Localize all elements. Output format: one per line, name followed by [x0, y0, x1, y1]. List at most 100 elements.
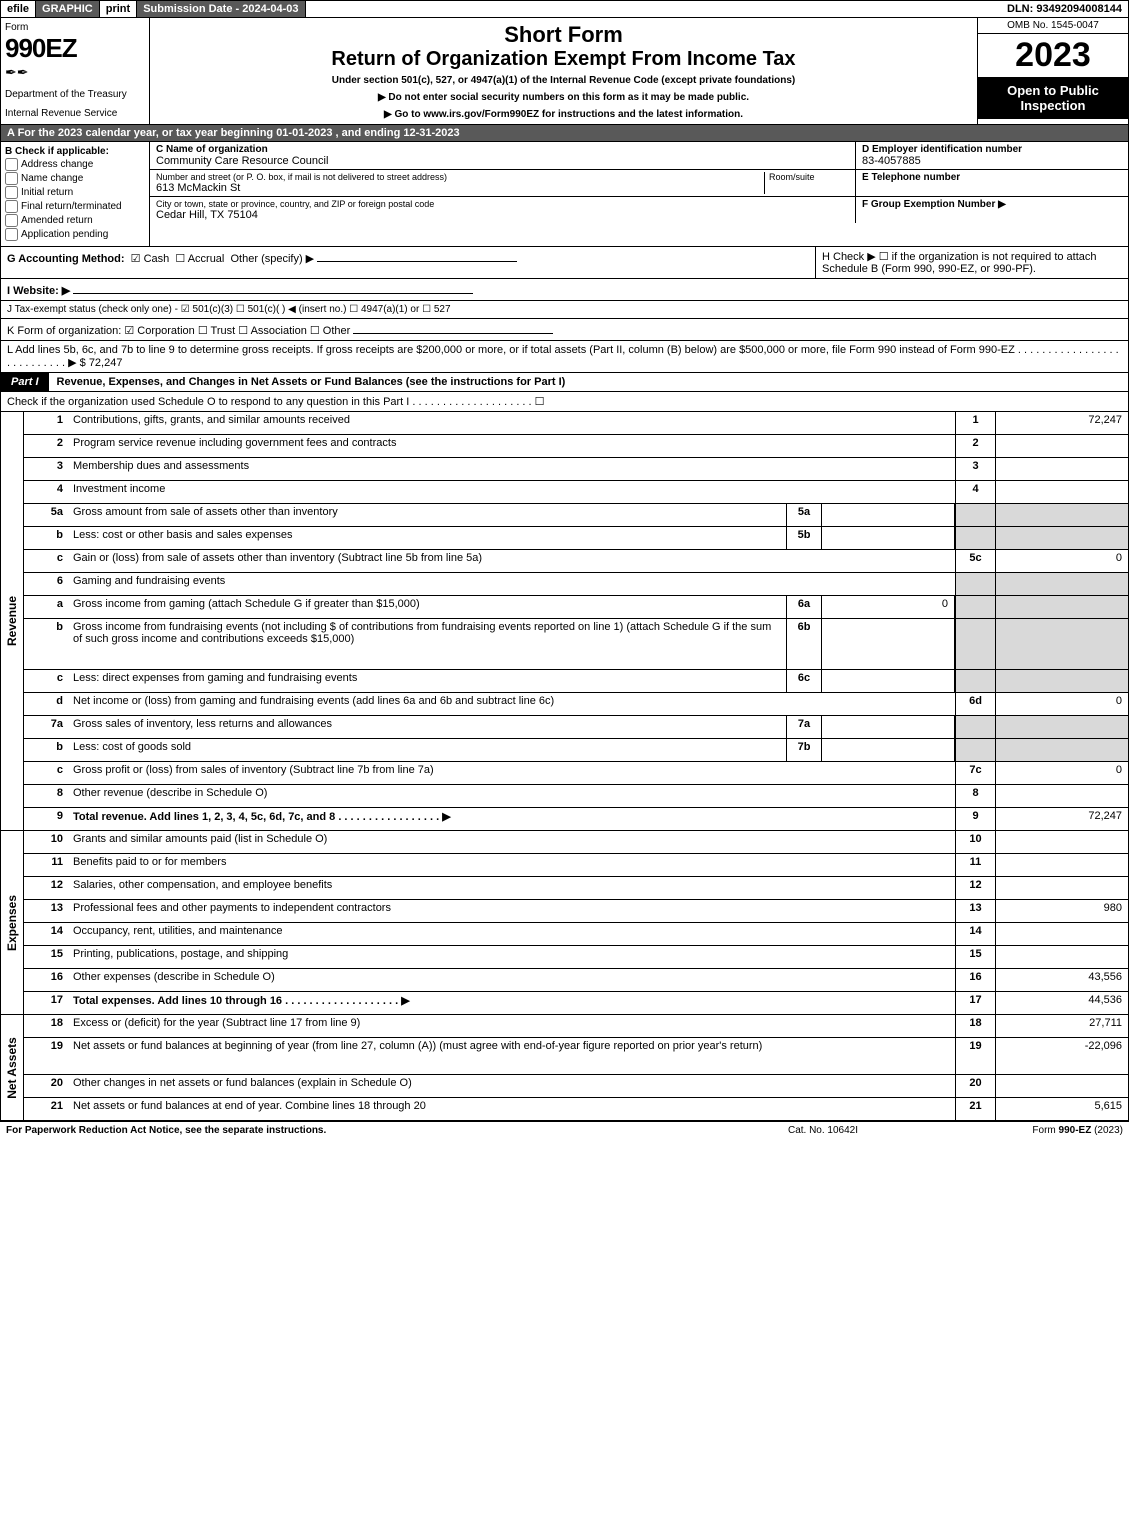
chk-address-change[interactable]: Address change	[5, 158, 145, 171]
form-header: Form 990EZ ✒✒ Department of the Treasury…	[0, 18, 1129, 125]
line-7a: 7a Gross sales of inventory, less return…	[24, 716, 1128, 739]
line-4: 4 Investment income 4	[24, 481, 1128, 504]
expenses-section: Expenses 10 Grants and similar amounts p…	[0, 831, 1129, 1015]
room-label: Room/suite	[769, 172, 849, 182]
footer-mid: Cat. No. 10642I	[723, 1125, 923, 1136]
c-name-label: C Name of organization	[156, 144, 849, 155]
chk-application-pending[interactable]: Application pending	[5, 228, 145, 241]
column-b: B Check if applicable: Address change Na…	[1, 142, 150, 246]
form-number: 990EZ	[5, 33, 145, 64]
line-18-value: 27,711	[996, 1015, 1128, 1037]
line-5a-value	[822, 504, 955, 526]
line-13-value: 980	[996, 900, 1128, 922]
line-7c-value: 0	[996, 762, 1128, 784]
line-7b: b Less: cost of goods sold 7b	[24, 739, 1128, 762]
line-14: 14 Occupancy, rent, utilities, and maint…	[24, 923, 1128, 946]
header-mid: Short Form Return of Organization Exempt…	[150, 18, 978, 124]
ein-value: 83-4057885	[862, 155, 1122, 167]
line-15: 15 Printing, publications, postage, and …	[24, 946, 1128, 969]
line-l: L Add lines 5b, 6c, and 7b to line 9 to …	[0, 341, 1129, 373]
line-2-value	[996, 435, 1128, 457]
line-16: 16 Other expenses (describe in Schedule …	[24, 969, 1128, 992]
line-9: 9 Total revenue. Add lines 1, 2, 3, 4, 5…	[24, 808, 1128, 830]
omb-number: OMB No. 1545-0047	[978, 18, 1128, 34]
netassets-section: Net Assets 18 Excess or (deficit) for th…	[0, 1015, 1129, 1121]
line-a: A For the 2023 calendar year, or tax yea…	[0, 125, 1129, 142]
part1-tab: Part I	[1, 373, 49, 391]
line-8: 8 Other revenue (describe in Schedule O)…	[24, 785, 1128, 808]
line-7a-value	[822, 716, 955, 738]
footer-right: Form 990-EZ (2023)	[923, 1125, 1123, 1136]
open-inspection: Open to Public Inspection	[978, 77, 1128, 119]
page-footer: For Paperwork Reduction Act Notice, see …	[0, 1121, 1129, 1139]
line-h: H Check ▶ ☐ if the organization is not r…	[816, 247, 1128, 278]
part1-title: Revenue, Expenses, and Changes in Net As…	[49, 374, 574, 390]
line-15-value	[996, 946, 1128, 968]
line-5c-value: 0	[996, 550, 1128, 572]
chk-amended-return[interactable]: Amended return	[5, 214, 145, 227]
line-16-value: 43,556	[996, 969, 1128, 991]
line-10: 10 Grants and similar amounts paid (list…	[24, 831, 1128, 854]
revenue-section: Revenue 1 Contributions, gifts, grants, …	[0, 412, 1129, 831]
chk-initial-return[interactable]: Initial return	[5, 186, 145, 199]
chk-final-return[interactable]: Final return/terminated	[5, 200, 145, 213]
street-value: 613 McMackin St	[156, 182, 764, 194]
line-6c: c Less: direct expenses from gaming and …	[24, 670, 1128, 693]
line-i: I Website: ▶	[0, 279, 1129, 301]
b-header: B Check if applicable:	[5, 146, 145, 157]
line-19-value: -22,096	[996, 1038, 1128, 1074]
efile-label[interactable]: efile	[1, 1, 36, 17]
line-19: 19 Net assets or fund balances at beginn…	[24, 1038, 1128, 1075]
line-3: 3 Membership dues and assessments 3	[24, 458, 1128, 481]
netassets-side-label: Net Assets	[1, 1015, 24, 1120]
line-21: 21 Net assets or fund balances at end of…	[24, 1098, 1128, 1120]
line-j: J Tax-exempt status (check only one) - ☑…	[0, 301, 1129, 319]
line-6d: d Net income or (loss) from gaming and f…	[24, 693, 1128, 716]
dln-label: DLN: 93492094008144	[1001, 1, 1128, 17]
header-left: Form 990EZ ✒✒ Department of the Treasury…	[1, 18, 150, 124]
line-6a: a Gross income from gaming (attach Sched…	[24, 596, 1128, 619]
line-11-value	[996, 854, 1128, 876]
city-label: City or town, state or province, country…	[156, 199, 849, 209]
line-2: 2 Program service revenue including gove…	[24, 435, 1128, 458]
part1-check: Check if the organization used Schedule …	[0, 392, 1129, 412]
part1-header: Part I Revenue, Expenses, and Changes in…	[0, 373, 1129, 392]
street-label: Number and street (or P. O. box, if mail…	[156, 172, 764, 182]
line-5b: b Less: cost or other basis and sales ex…	[24, 527, 1128, 550]
line-gh: G Accounting Method: ☑ Cash ☐ Accrual Ot…	[0, 247, 1129, 279]
line-9-value: 72,247	[996, 808, 1128, 830]
line-6d-value: 0	[996, 693, 1128, 715]
line-6c-value	[822, 670, 955, 692]
line-3-value	[996, 458, 1128, 480]
dept-treasury: Department of the Treasury	[5, 89, 145, 100]
e-label: E Telephone number	[862, 172, 1122, 183]
line-17-value: 44,536	[996, 992, 1128, 1014]
section-bcdef: B Check if applicable: Address change Na…	[0, 142, 1129, 247]
tax-year: 2023	[978, 34, 1128, 77]
f-label: F Group Exemption Number ▶	[862, 199, 1122, 210]
line-1-value: 72,247	[996, 412, 1128, 434]
print-label[interactable]: print	[100, 1, 137, 17]
line-6: 6 Gaming and fundraising events	[24, 573, 1128, 596]
instr-link[interactable]: ▶ Go to www.irs.gov/Form990EZ for instru…	[154, 109, 973, 120]
line-7c: c Gross profit or (loss) from sales of i…	[24, 762, 1128, 785]
line-7b-value	[822, 739, 955, 761]
line-5b-value	[822, 527, 955, 549]
line-14-value	[996, 923, 1128, 945]
line-21-value: 5,615	[996, 1098, 1128, 1120]
line-13: 13 Professional fees and other payments …	[24, 900, 1128, 923]
submission-date: Submission Date - 2024-04-03	[137, 1, 305, 17]
line-20-value	[996, 1075, 1128, 1097]
line-17: 17 Total expenses. Add lines 10 through …	[24, 992, 1128, 1014]
line-12: 12 Salaries, other compensation, and emp…	[24, 877, 1128, 900]
subtitle: Under section 501(c), 527, or 4947(a)(1)…	[154, 75, 973, 86]
top-bar: efile GRAPHIC print Submission Date - 20…	[0, 0, 1129, 18]
header-right: OMB No. 1545-0047 2023 Open to Public In…	[978, 18, 1128, 124]
column-c: C Name of organization Community Care Re…	[150, 142, 1128, 246]
chk-name-change[interactable]: Name change	[5, 172, 145, 185]
line-11: 11 Benefits paid to or for members 11	[24, 854, 1128, 877]
city-value: Cedar Hill, TX 75104	[156, 209, 849, 221]
line-4-value	[996, 481, 1128, 503]
graphic-label[interactable]: GRAPHIC	[36, 1, 100, 17]
revenue-side-label: Revenue	[1, 412, 24, 830]
